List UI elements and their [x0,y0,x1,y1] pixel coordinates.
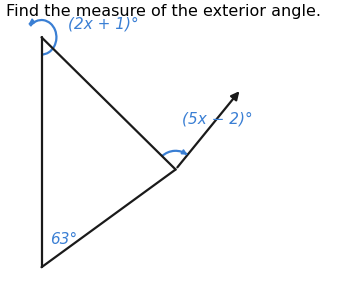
Text: 63°: 63° [50,232,78,247]
Text: Find the measure of the exterior angle.: Find the measure of the exterior angle. [6,4,321,19]
Text: (5x − 2)°: (5x − 2)° [182,111,252,126]
Text: (2x + 1)°: (2x + 1)° [68,16,139,32]
